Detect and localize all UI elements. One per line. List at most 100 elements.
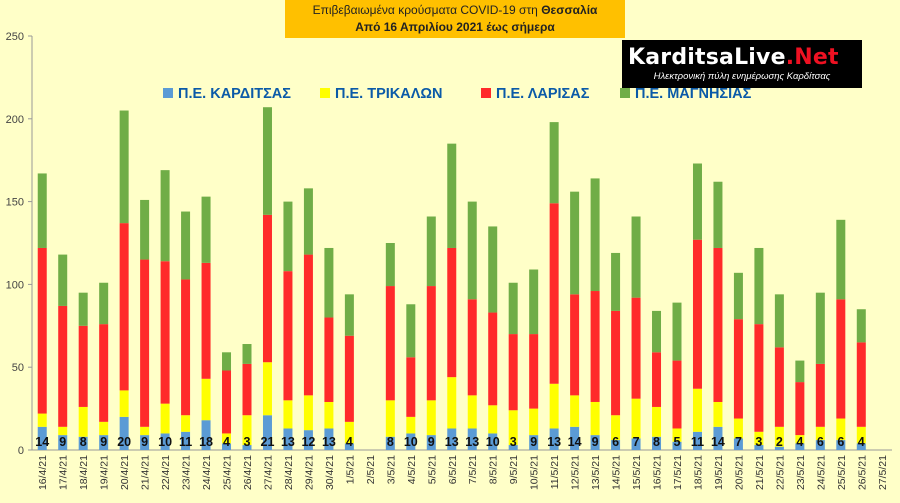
chart-x-tick-labels: 16/4/21 17/4/21 18/4/21 19/4/21 20/4/21 21/4/… xyxy=(37,455,889,490)
bar-segment-karditsa xyxy=(140,435,150,450)
data-label: 13 xyxy=(445,435,459,449)
data-label: 14 xyxy=(35,435,49,449)
bar-segment-karditsa xyxy=(426,435,436,450)
bar-segment-trikala xyxy=(447,377,457,429)
bar-segment-karditsa xyxy=(181,431,191,450)
bar-segment-karditsa xyxy=(467,428,477,450)
bar-segment-karditsa xyxy=(242,445,252,450)
x-tick-label: 21/4/21 xyxy=(140,455,152,490)
bar-segment-trikala xyxy=(467,395,477,429)
bar-segment-magnisia xyxy=(426,216,436,287)
bar-segment-karditsa xyxy=(160,433,170,450)
data-label: 3 xyxy=(244,435,251,449)
data-label: 9 xyxy=(428,435,435,449)
bar-segment-magnisia xyxy=(529,269,539,335)
bar-segment-trikala xyxy=(37,413,47,427)
bar-segment-larisa xyxy=(549,203,559,384)
bar-segment-trikala xyxy=(590,401,600,436)
x-tick-label: 18/5/21 xyxy=(692,455,704,490)
bar-segment-larisa xyxy=(611,310,621,416)
x-tick-label: 26/5/21 xyxy=(856,455,868,490)
bar-segment-karditsa xyxy=(201,420,211,450)
bar-segment-trikala xyxy=(201,378,211,421)
bar-segment-trikala xyxy=(733,418,743,439)
data-label: 7 xyxy=(735,435,742,449)
bar-segment-larisa xyxy=(795,382,805,436)
x-tick-label: 19/5/21 xyxy=(713,455,725,490)
bar-segment-magnisia xyxy=(406,304,416,358)
bar-segment-karditsa xyxy=(529,435,539,450)
bar-segment-magnisia xyxy=(222,352,232,371)
bar-segment-karditsa xyxy=(570,426,580,450)
x-tick-label: 12/5/21 xyxy=(570,455,582,490)
bar-segment-larisa xyxy=(570,294,580,396)
legend-swatch-trikala xyxy=(320,88,330,98)
karditsalive-logo: KarditsaLive.Net Ηλεκτρονική πύλη ενημέρ… xyxy=(622,40,862,88)
bar-segment-magnisia xyxy=(99,282,109,325)
x-tick-label: 3/5/21 xyxy=(385,455,397,484)
bar-segment-magnisia xyxy=(58,254,68,306)
data-label: 3 xyxy=(510,435,517,449)
bar-segment-karditsa xyxy=(385,436,395,450)
bar-segment-larisa xyxy=(836,299,846,419)
data-label: 2 xyxy=(776,435,783,449)
bar-segment-magnisia xyxy=(652,310,662,353)
x-tick-label: 28/4/21 xyxy=(283,455,295,490)
data-label: 13 xyxy=(465,435,479,449)
x-tick-label: 25/4/21 xyxy=(222,455,234,490)
bar-segment-larisa xyxy=(58,305,68,427)
x-tick-label: 1/5/21 xyxy=(344,455,356,484)
x-tick-label: 2/5/21 xyxy=(365,455,377,484)
data-label: 11 xyxy=(691,435,704,449)
bar-segment-larisa xyxy=(508,334,518,411)
x-tick-label: 18/4/21 xyxy=(78,455,90,490)
legend-swatch-larisa xyxy=(481,88,491,98)
bar-segment-karditsa xyxy=(324,428,334,450)
bar-segment-magnisia xyxy=(836,219,846,300)
x-tick-label: 24/4/21 xyxy=(201,455,213,490)
data-label: 3 xyxy=(755,435,762,449)
logo-brand-karditsa: Karditsa xyxy=(628,45,735,70)
y-tick-label: 0 xyxy=(18,445,24,457)
data-label: 13 xyxy=(281,435,295,449)
bar-segment-magnisia xyxy=(37,173,47,248)
data-label: 14 xyxy=(711,435,725,449)
legend-item-larisa: Π.Ε. ΛΑΡΙΣΑΣ xyxy=(481,86,589,102)
x-tick-label: 14/5/21 xyxy=(611,455,623,490)
bar-segment-karditsa xyxy=(652,436,662,450)
bar-segment-larisa xyxy=(406,357,416,417)
bar-segment-trikala xyxy=(692,388,702,432)
bar-segment-karditsa xyxy=(815,440,825,450)
bar-segment-larisa xyxy=(631,297,641,399)
x-tick-label: 24/5/21 xyxy=(815,455,827,490)
bar-segment-magnisia xyxy=(611,252,621,311)
data-label: 9 xyxy=(530,435,537,449)
data-label: 11 xyxy=(179,435,192,449)
logo-brand-live: Live xyxy=(734,45,786,70)
data-label: 12 xyxy=(301,435,315,449)
bar-segment-karditsa xyxy=(222,443,232,450)
legend-label-karditsa: Π.Ε. ΚΑΡΔΙΤΣΑΣ xyxy=(178,86,291,102)
data-label: 13 xyxy=(322,435,336,449)
bar-segment-karditsa xyxy=(631,438,641,450)
bar-segment-magnisia xyxy=(774,294,784,348)
bar-segment-magnisia xyxy=(488,226,498,313)
bar-segment-trikala xyxy=(262,362,272,416)
bar-segment-larisa xyxy=(672,360,682,429)
bar-segment-karditsa xyxy=(692,431,702,450)
bar-segment-trikala xyxy=(344,421,354,444)
bar-segment-magnisia xyxy=(713,181,723,248)
x-tick-label: 17/4/21 xyxy=(58,455,70,490)
bar-segment-magnisia xyxy=(78,292,88,326)
data-label: 6 xyxy=(612,435,619,449)
bar-segment-karditsa xyxy=(590,435,600,450)
x-tick-label: 6/5/21 xyxy=(447,455,459,484)
bar-segment-karditsa xyxy=(611,440,621,450)
bar-segment-magnisia xyxy=(181,211,191,280)
bar-segment-larisa xyxy=(99,324,109,422)
data-label: 8 xyxy=(387,435,394,449)
bar-segment-trikala xyxy=(385,400,395,437)
data-label: 9 xyxy=(592,435,599,449)
chart-bars xyxy=(37,107,866,450)
bar-segment-magnisia xyxy=(815,292,825,364)
